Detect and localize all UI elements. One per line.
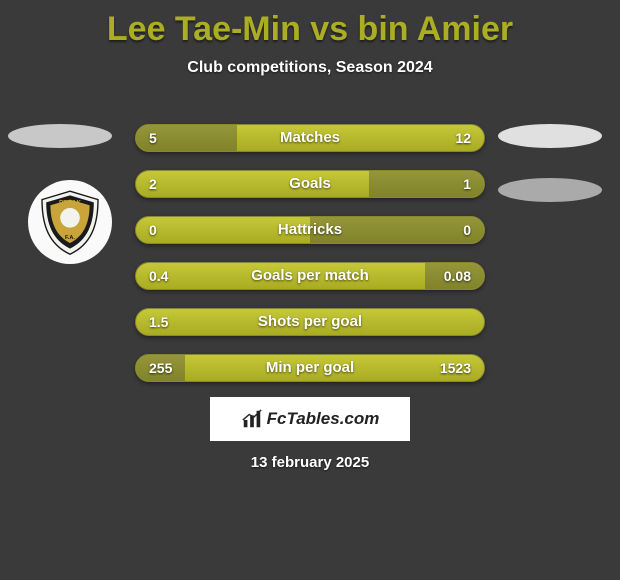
stat-row: 1.5Shots per goal <box>135 308 485 336</box>
player-right-silhouette-1 <box>498 124 602 148</box>
stat-row: 2551523Min per goal <box>135 354 485 382</box>
player-left-club-crest: PERAK F.A. <box>28 180 112 264</box>
stat-row: 0.40.08Goals per match <box>135 262 485 290</box>
stat-label: Goals <box>135 170 485 198</box>
stat-label: Hattricks <box>135 216 485 244</box>
stat-label: Goals per match <box>135 262 485 290</box>
brand-label: FcTables.com <box>267 409 380 429</box>
stat-label: Min per goal <box>135 354 485 382</box>
stat-label: Matches <box>135 124 485 152</box>
chart-icon <box>241 408 263 430</box>
crest-perak-icon: PERAK F.A. <box>35 187 105 257</box>
svg-text:PERAK: PERAK <box>59 200 81 207</box>
brand-badge: FcTables.com <box>210 397 410 441</box>
player-left-silhouette <box>8 124 112 148</box>
stat-row: 00Hattricks <box>135 216 485 244</box>
player-right-silhouette-2 <box>498 178 602 202</box>
footer-date: 13 february 2025 <box>0 454 620 471</box>
stat-row: 512Matches <box>135 124 485 152</box>
stat-row: 21Goals <box>135 170 485 198</box>
stat-label: Shots per goal <box>135 308 485 336</box>
page-title: Lee Tae-Min vs bin Amier <box>0 0 620 49</box>
page-subtitle: Club competitions, Season 2024 <box>0 59 620 77</box>
svg-text:F.A.: F.A. <box>65 235 75 241</box>
